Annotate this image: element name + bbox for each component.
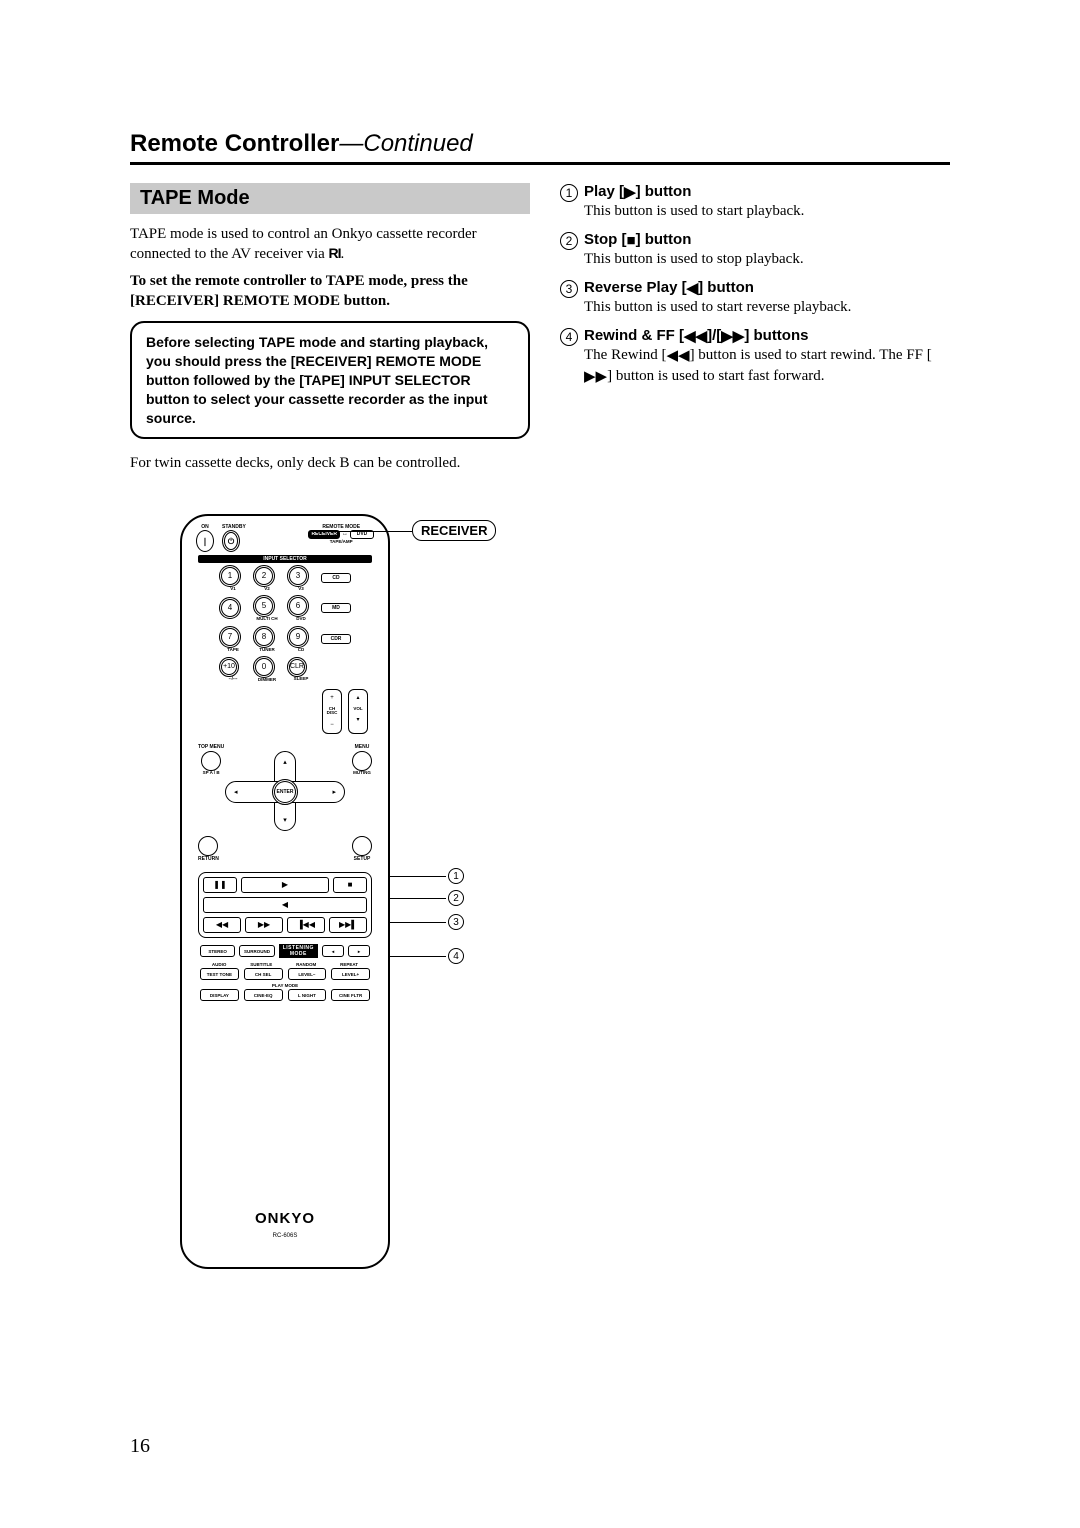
item-3-desc: This button is used to start reverse pla… [584,297,950,317]
num-p10: +10 [219,657,239,677]
callout-num-1: 1 [448,868,464,884]
note-box: Before selecting TAPE mode and starting … [130,321,530,439]
item-1-num: 1 [560,184,578,202]
stop-icon: ■ [627,232,636,249]
return-button [198,836,218,856]
ff-button: ▶▶ [245,917,283,933]
vol-rocker: ▴ VOL ▾ [348,689,368,734]
cd-button: CD [321,573,351,583]
ff-icon: ▶▶ [584,367,607,387]
surround-button: SURROUND [239,945,274,957]
md-button: MD [321,603,351,613]
ri-icon: RI [329,244,341,263]
lnight-button: L NIGHT [288,989,327,1001]
dpad: ▴▾ ◂▸ ENTER [225,751,345,831]
item-2-num: 2 [560,232,578,250]
num-6: 6 [287,595,309,617]
title-suffix: —Continued [339,130,472,157]
lm-left-button: ◂ [322,945,344,957]
ch-rocker: + CHDISC − [322,689,342,734]
item-3-title: Reverse Play [◀] button [584,279,950,297]
num-2: 2 [253,565,275,587]
callout-num-2: 2 [448,890,464,906]
title-prefix: Remote Controller [130,130,339,157]
item-4-desc: The Rewind [◀◀] button is used to start … [584,345,950,386]
levelplus-button: LEVEL+ [331,968,370,980]
remote-body: ON❘ STANDBY⏻ REMOTE MODE RECEIVER ↔ DVD … [180,514,390,1269]
num-7: 7 [219,626,241,648]
receiver-callout-label: RECEIVER [412,520,496,541]
levelminus-button: LEVEL– [288,968,327,980]
prev-button: ▐◀◀ [287,917,325,933]
chsel-button: CH SEL [244,968,283,980]
topmenu-button [201,751,221,771]
title-rule [130,162,950,165]
cinefltr-button: CINE FLTR [331,989,370,1001]
item-1-desc: This button is used to start playback. [584,201,950,221]
setup-button [352,836,372,856]
twin-note: For twin cassette decks, only deck B can… [130,453,530,473]
callout-num-3: 3 [448,914,464,930]
play-button: ▶ [241,877,329,893]
num-8: 8 [253,626,275,648]
right-column: 1 Play [▶] button This button is used to… [560,183,950,1274]
rewind-button: ◀◀ [203,917,241,933]
input-selector-header: INPUT SELECTOR [198,555,372,563]
cineeq-button: CINE-EQ [244,989,283,1001]
item-2-title: Stop [■] button [584,231,950,249]
ff-icon: ▶▶ [721,327,744,345]
next-button: ▶▶▌ [329,917,367,933]
testtone-button: TEST TONE [200,968,239,980]
reverse-play-button: ◀ [203,897,367,913]
bold-instruction: To set the remote controller to TAPE mod… [130,271,530,312]
pause-button: ❚❚ [203,877,237,893]
callout-line-2 [390,898,446,899]
brand-label: ONKYO [182,1210,388,1227]
clr-button: CLR [287,657,307,677]
menu-button [352,751,372,771]
page-title: Remote Controller—Continued [130,130,950,158]
item-2-desc: This button is used to stop playback. [584,249,950,269]
num-0: 0 [253,656,275,678]
standby-button: ⏻ [222,530,240,552]
item-2: 2 Stop [■] button This button is used to… [560,231,950,275]
callout-line-3 [390,922,446,923]
receiver-callout-line [310,531,412,532]
item-1-title: Play [▶] button [584,183,950,201]
item-3: 3 Reverse Play [◀] button This button is… [560,279,950,323]
callout-line-4 [390,956,446,957]
transport-cluster: ❚❚ ▶ ■ ◀ ◀◀ ▶▶ ▐◀◀ ▶▶▌ [198,872,372,938]
cdr-button: CDR [321,634,351,644]
page-number: 16 [130,1435,150,1458]
num-9: 9 [287,626,309,648]
item-4: 4 Rewind & FF [◀◀]/[▶▶] buttons The Rewi… [560,327,950,392]
callout-num-4: 4 [448,948,464,964]
item-4-num: 4 [560,328,578,346]
remote-diagram: ON❘ STANDBY⏻ REMOTE MODE RECEIVER ↔ DVD … [180,514,550,1274]
play-icon: ▶ [624,183,636,201]
model-label: RC-606S [182,1233,388,1239]
rewind-icon: ◀◀ [666,346,689,366]
display-button: DISPLAY [200,989,239,1001]
item-4-title: Rewind & FF [◀◀]/[▶▶] buttons [584,327,950,345]
rewind-icon: ◀◀ [684,327,707,345]
num-1: 1 [219,565,241,587]
lm-right-button: ▸ [348,945,370,957]
left-column: TAPE Mode TAPE mode is used to control a… [130,183,530,1274]
main-columns: TAPE Mode TAPE mode is used to control a… [130,183,950,1274]
section-header: TAPE Mode [130,183,530,214]
item-1: 1 Play [▶] button This button is used to… [560,183,950,227]
callout-line-1 [390,876,446,877]
intro-text: TAPE mode is used to control an Onkyo ca… [130,224,530,265]
num-4: 4 [219,597,241,619]
num-5: 5 [253,595,275,617]
on-button: ❘ [196,530,214,552]
stop-button: ■ [333,877,367,893]
stereo-button: STEREO [200,945,235,957]
item-3-num: 3 [560,280,578,298]
num-3: 3 [287,565,309,587]
reverse-play-icon: ◀ [687,279,699,297]
